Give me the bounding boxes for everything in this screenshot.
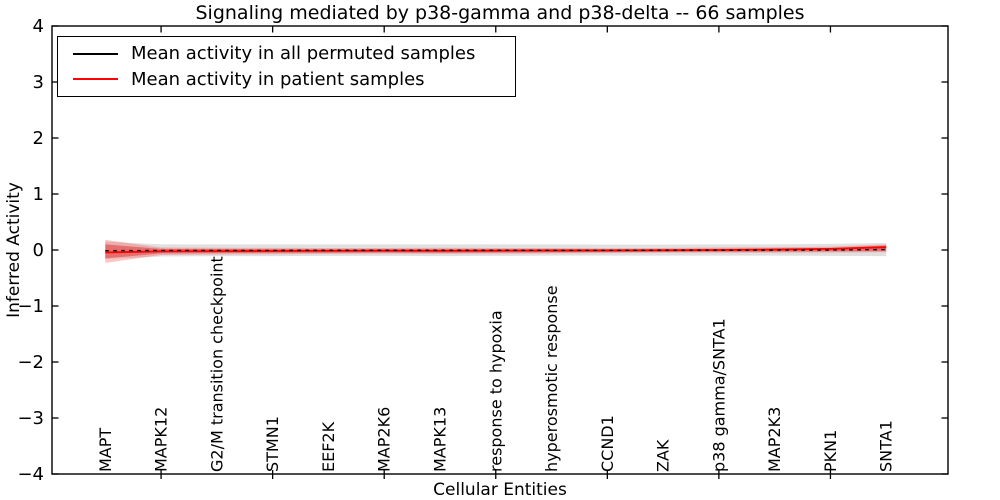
legend-label: Mean activity in all permuted samples <box>131 43 476 65</box>
x-category-label: MAP2K6 <box>375 407 394 472</box>
legend-item-permuted: Mean activity in all permuted samples <box>58 42 515 66</box>
y-tick-label: −4 <box>17 464 44 485</box>
x-category-label: MAPK13 <box>430 407 449 472</box>
permuted-mean-line <box>105 248 887 252</box>
legend-line-sample-red <box>73 78 118 81</box>
y-tick-label: 2 <box>33 128 44 149</box>
x-category-label: MAP2K3 <box>765 407 784 472</box>
y-tick-label: −1 <box>17 296 44 317</box>
x-category-label: EEF2K <box>319 421 338 472</box>
y-tick-label: −2 <box>17 352 44 373</box>
x-category-label: MAPK12 <box>152 407 171 472</box>
x-category-label: response to hypoxia <box>486 310 505 472</box>
legend: Mean activity in all permuted samples Me… <box>57 36 516 97</box>
x-category-label: SNTA1 <box>877 420 896 472</box>
y-tick-label: 1 <box>33 184 44 205</box>
x-category-label: G2/M transition checkpoint <box>207 256 226 472</box>
legend-line-sample-black <box>73 52 118 55</box>
x-category-label: p38 gamma/SNTA1 <box>709 318 728 472</box>
y-tick-label: 3 <box>33 72 44 93</box>
legend-label: Mean activity in patient samples <box>131 68 425 90</box>
x-category-label: STMN1 <box>263 416 282 472</box>
chart-title: Signaling mediated by p38-gamma and p38-… <box>195 2 805 24</box>
legend-item-patient: Mean activity in patient samples <box>58 67 515 91</box>
x-axis-title: Cellular Entities <box>433 480 567 500</box>
x-category-label: MAPT <box>96 428 115 472</box>
y-tick-label: 4 <box>33 16 44 37</box>
x-category-label: hyperosmotic response <box>542 285 561 472</box>
x-category-label: PKN1 <box>821 430 840 472</box>
y-tick-label: −3 <box>17 408 44 429</box>
x-category-label: ZAK <box>654 439 673 472</box>
y-tick-label: 0 <box>33 240 44 261</box>
x-category-label: CCND1 <box>598 415 617 472</box>
y-axis-title: Inferred Activity <box>4 182 24 318</box>
